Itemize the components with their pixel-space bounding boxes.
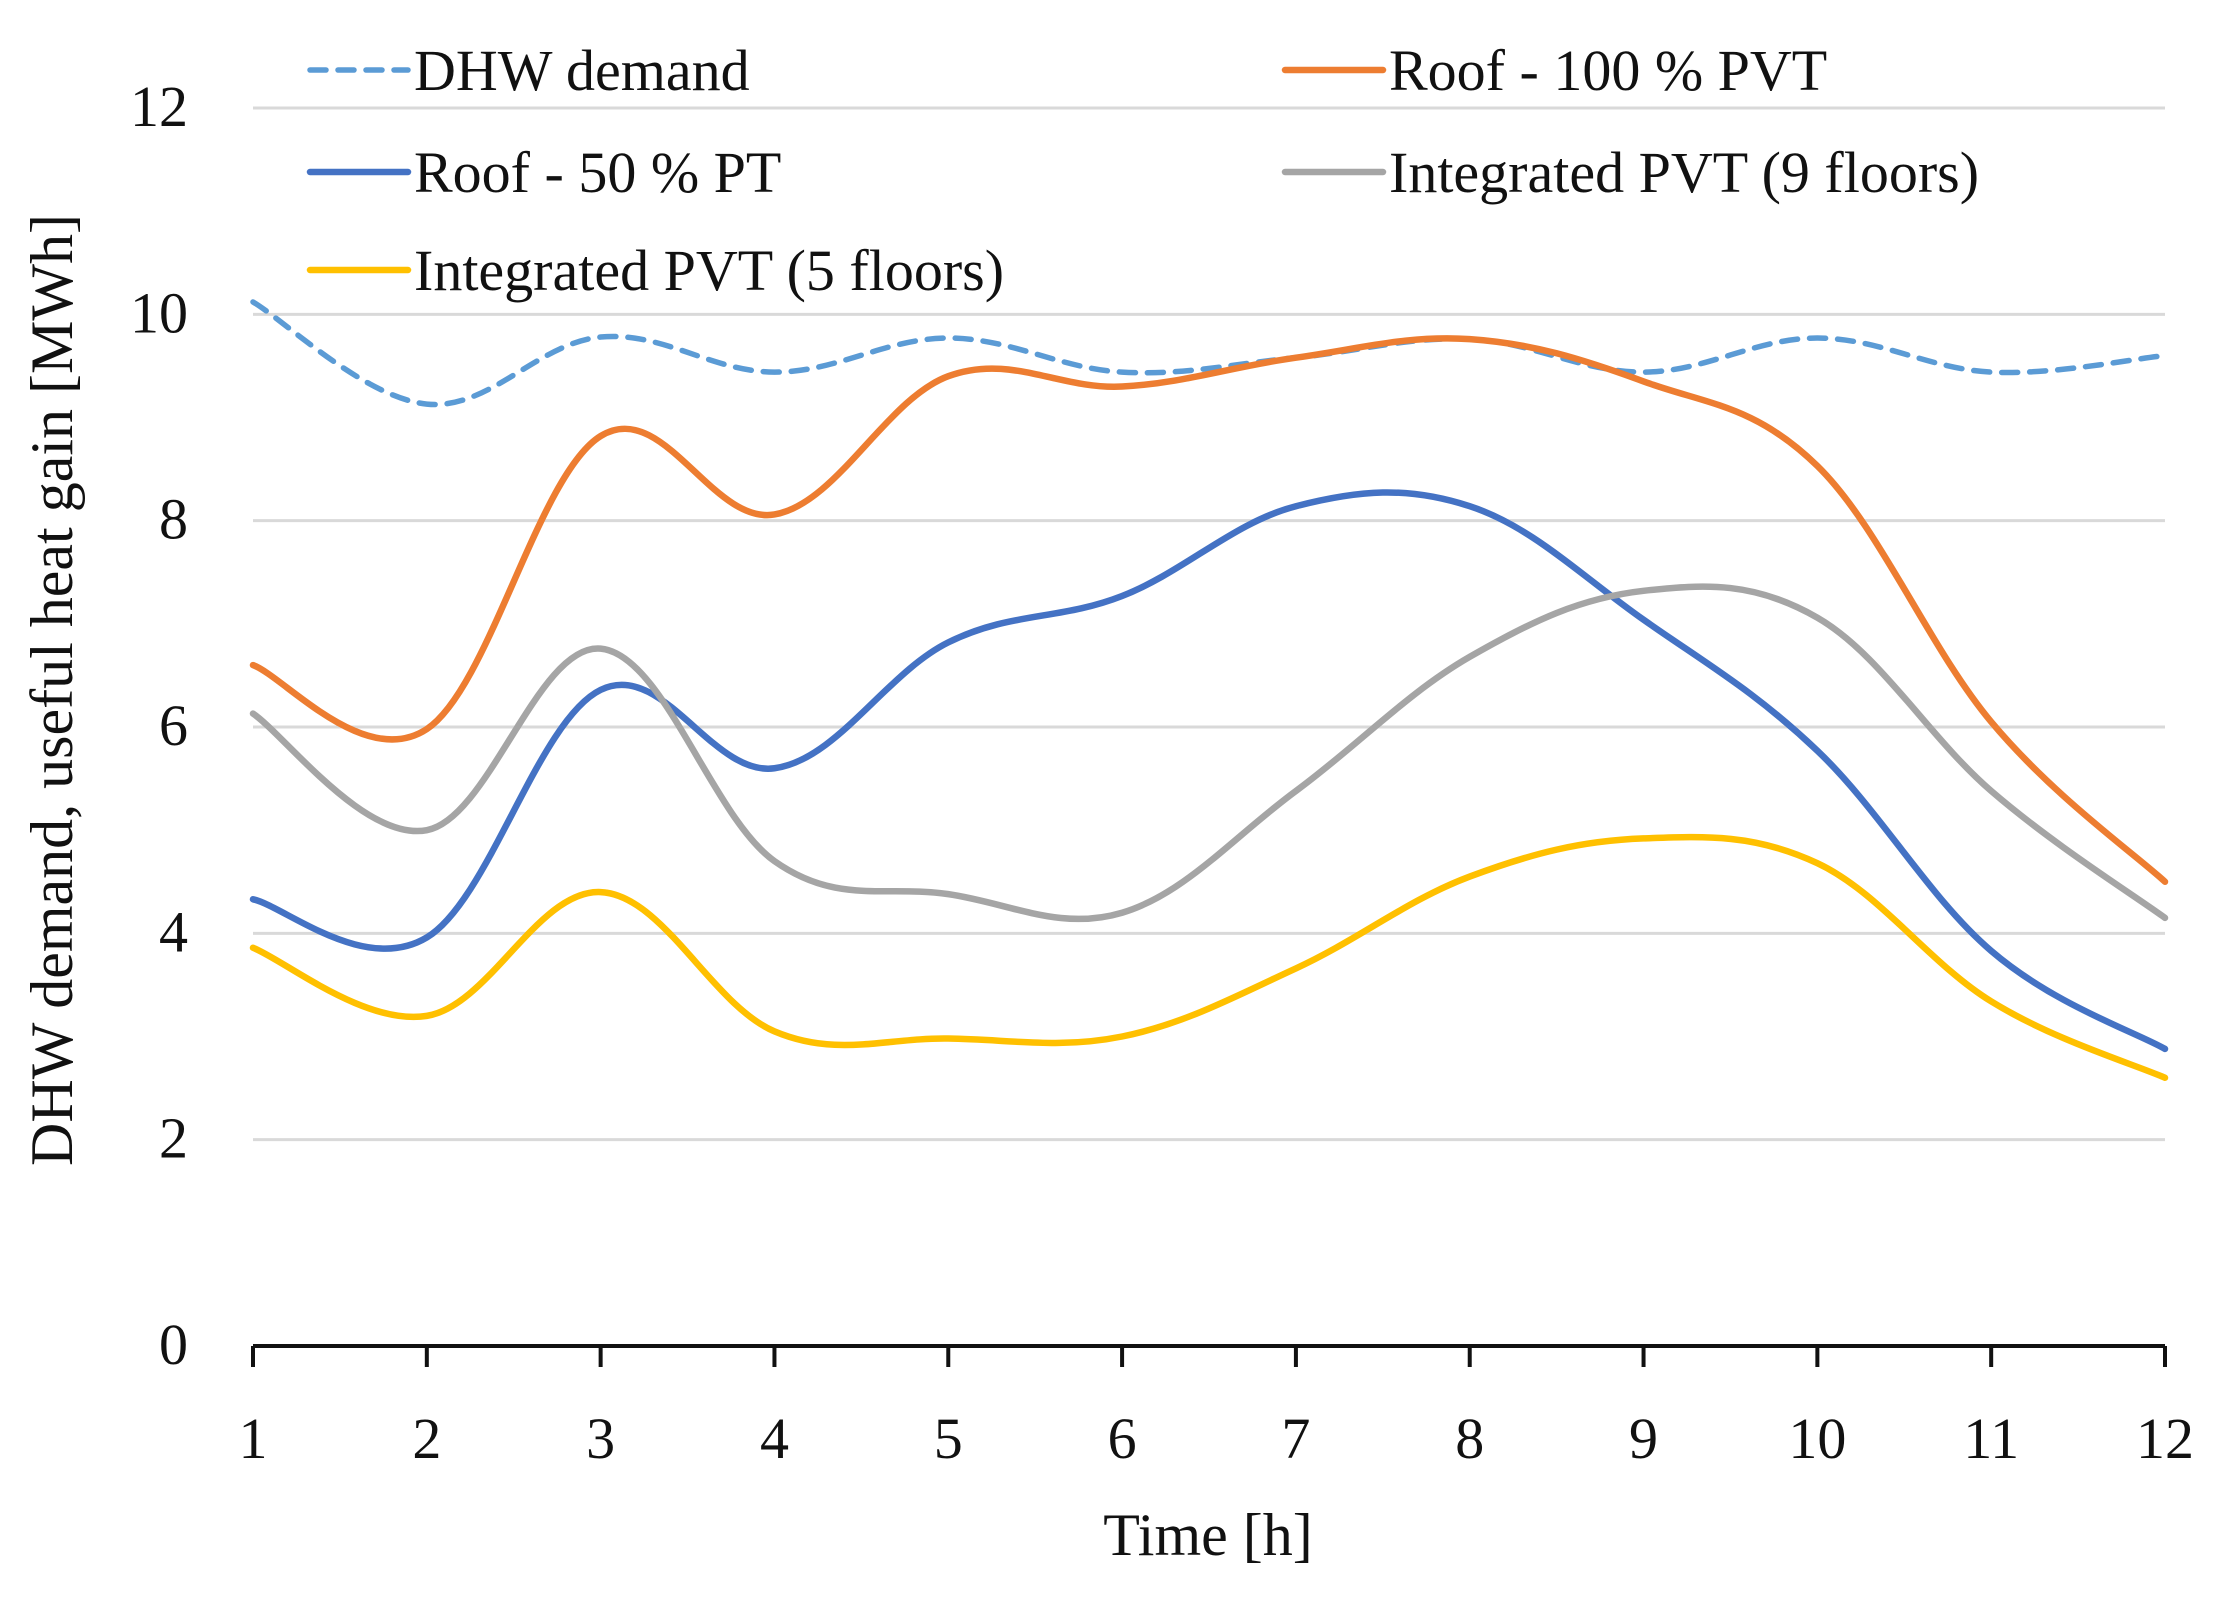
x-tick-label-7: 7 (1281, 1406, 1310, 1471)
x-tick-label-8: 8 (1455, 1406, 1484, 1471)
series-line-dhw-demand (250, 299, 2168, 408)
legend-label-integrated-pvt-5-floors: Integrated PVT (5 floors) (414, 238, 1004, 303)
legend-item-dhw-demand: DHW demand (307, 38, 750, 103)
legend-label-integrated-pvt-9-floors: Integrated PVT (9 floors) (1389, 140, 1979, 205)
legend-item-roof-50-pt: Roof - 50 % PT (306, 140, 781, 205)
legend-item-integrated-pvt-9-floors: Integrated PVT (9 floors) (1281, 140, 1979, 205)
legend-label-dhw-demand: DHW demand (414, 38, 750, 103)
legend: DHW demand Roof - 100 % PVT Roof - 50 % PT… (306, 38, 1979, 303)
x-tick-label-11: 11 (1963, 1406, 2019, 1471)
legend-label-roof-50-pt: Roof - 50 % PT (414, 140, 781, 205)
legend-item-roof-100-pvt: Roof - 100 % PVT (1281, 38, 1827, 103)
series-line-integrated-pvt-9-floors (249, 583, 2169, 923)
x-tick-label-1: 1 (239, 1406, 268, 1471)
legend-item-integrated-pvt-5-floors: Integrated PVT (5 floors) (306, 238, 1004, 303)
y-tick-label-2: 2 (159, 1106, 188, 1171)
legend-label-roof-100-pvt: Roof - 100 % PVT (1389, 38, 1827, 103)
x-tick-label-2: 2 (412, 1406, 441, 1471)
grid-layer (253, 106, 2165, 1142)
y-axis-title: DHW demand, useful heat gain [MWh] (19, 214, 85, 1166)
y-tick-label-6: 6 (159, 693, 188, 758)
series-layer (249, 299, 2169, 1082)
series-line-roof-50-pt (249, 489, 2169, 1053)
series-line-integrated-pvt-5-floors (249, 833, 2169, 1082)
y-tick-label-10: 10 (130, 280, 188, 345)
x-axis-title: Time [h] (1103, 1502, 1312, 1568)
x-tick-label-12: 12 (2136, 1406, 2194, 1471)
x-tick-label-5: 5 (934, 1406, 963, 1471)
x-tick-label-10: 10 (1788, 1406, 1846, 1471)
y-tick-label-12: 12 (130, 74, 188, 139)
y-tick-label-8: 8 (159, 487, 188, 552)
x-tick-label-4: 4 (760, 1406, 789, 1471)
x-tick-label-9: 9 (1629, 1406, 1658, 1471)
x-tick-label-6: 6 (1108, 1406, 1137, 1471)
series-line-roof-100-pvt (249, 335, 2169, 885)
y-tick-label-0: 0 (159, 1312, 188, 1377)
y-tick-label-4: 4 (159, 899, 188, 964)
x-tick-label-3: 3 (586, 1406, 615, 1471)
